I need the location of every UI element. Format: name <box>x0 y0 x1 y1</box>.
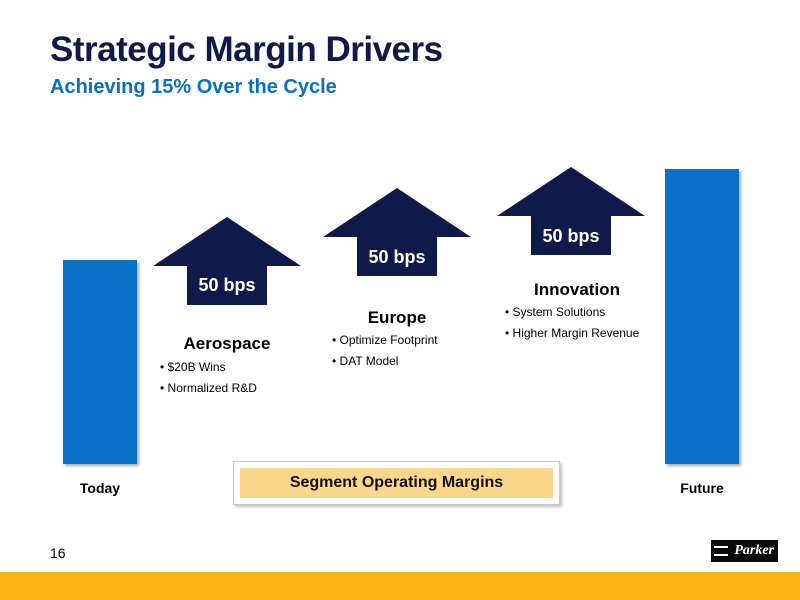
up-arrow-icon <box>153 217 301 305</box>
europe-up-arrow: 50 bps <box>323 188 471 276</box>
innovation-up-arrow: 50 bps <box>497 167 645 255</box>
parker-logo-icon <box>714 546 728 556</box>
today-bar <box>63 260 137 464</box>
europe-title: Europe <box>367 308 427 327</box>
list-item: System Solutions <box>505 305 639 319</box>
list-item: Optimize Footprint <box>332 333 438 347</box>
segment-margins-label: Segment Operating Margins <box>240 468 553 498</box>
aerospace-up-arrow: 50 bps <box>153 217 301 305</box>
list-item: Normalized R&D <box>160 381 257 395</box>
today-label: Today <box>79 480 121 496</box>
europe-value: 50 bps <box>368 247 426 267</box>
logo-text: Parker <box>734 543 774 558</box>
aerospace-bullets: $20B Wins Normalized R&D <box>160 360 257 402</box>
list-item: $20B Wins <box>160 360 257 374</box>
innovation-bullets: System Solutions Higher Margin Revenue <box>505 305 640 347</box>
list-item: DAT Model <box>332 354 438 368</box>
future-label: Future <box>680 480 724 496</box>
page-number: 16 <box>50 545 66 561</box>
aerospace-title: Aerospace <box>183 334 271 353</box>
footer-band <box>0 572 800 600</box>
aerospace-value: 50 bps <box>198 275 256 295</box>
future-bar <box>665 169 739 464</box>
up-arrow-icon <box>497 167 645 255</box>
slide-subtitle: Achieving 15% Over the Cycle <box>50 76 337 98</box>
parker-logo: Parker <box>711 540 778 562</box>
innovation-title: Innovation <box>534 280 620 299</box>
segment-margins-box: Segment Operating Margins <box>233 461 560 505</box>
europe-bullets: Optimize Footprint DAT Model <box>332 333 438 375</box>
list-item: Higher Margin Revenue <box>505 326 640 340</box>
up-arrow-icon <box>323 188 471 276</box>
slide-title: Strategic Margin Drivers <box>50 30 443 69</box>
innovation-value: 50 bps <box>542 226 600 246</box>
